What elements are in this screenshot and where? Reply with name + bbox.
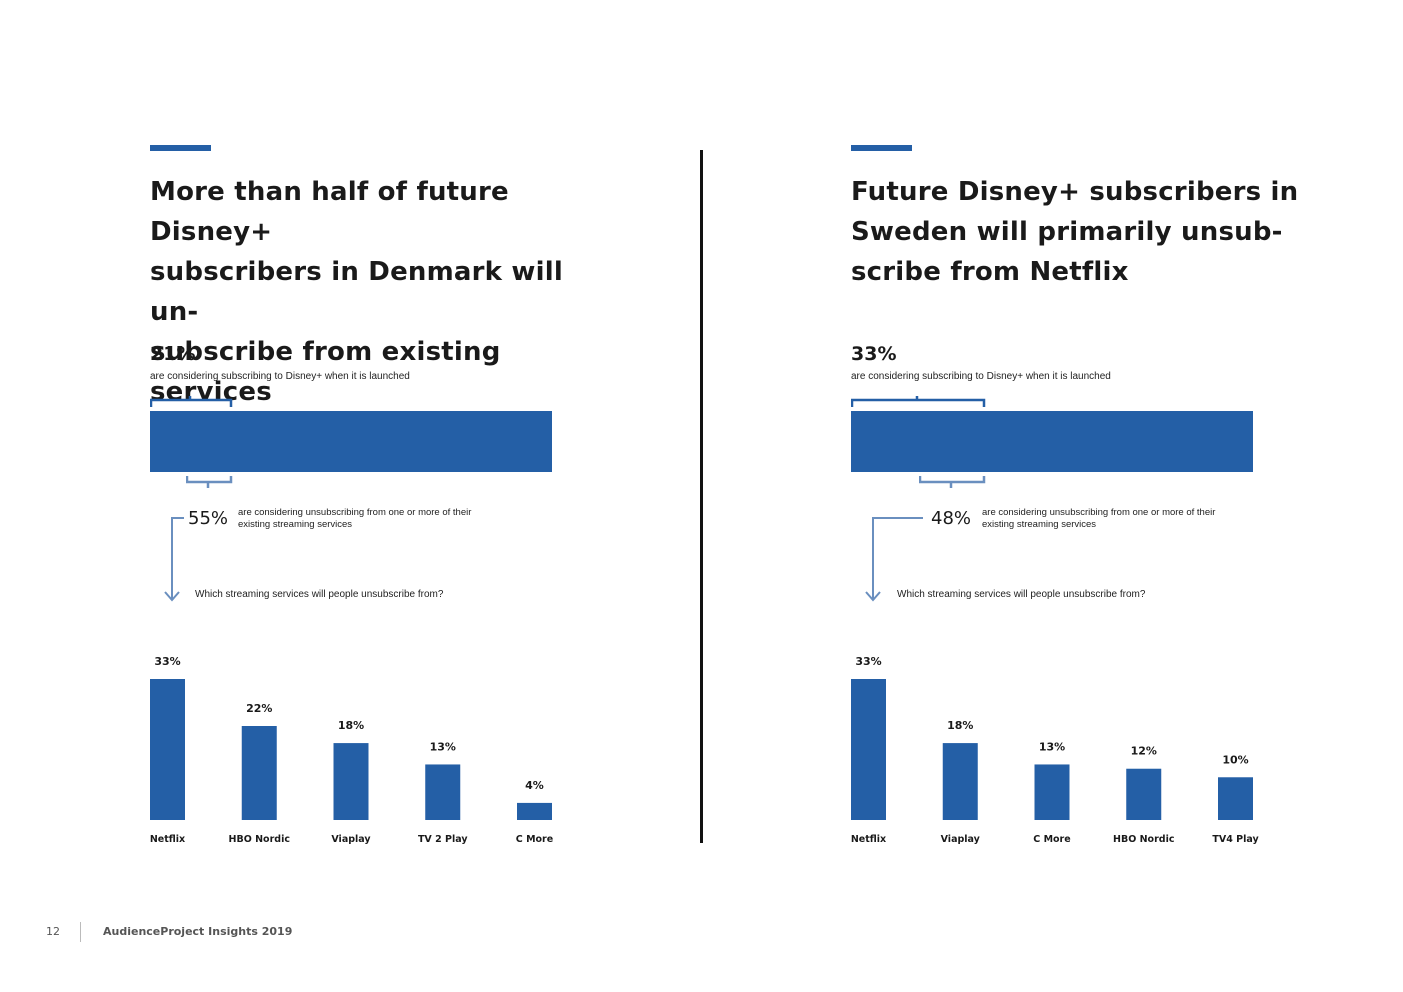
headline-line: subscribe from existing services [150,337,501,407]
category-label: Netflix [851,834,886,845]
unsubscribe-text: are considering unsubscribing from one o… [982,507,1216,530]
respondents-bar [150,411,552,472]
considering-bracket [150,396,233,407]
bar-value-label: 10% [1222,753,1248,766]
headline-line: scribe from Netflix [851,257,1129,287]
bar-value-label: 33% [855,655,881,668]
unsubscribe-percent: 55% [188,508,229,529]
headline-line: Future Disney+ subscribers in [851,177,1299,207]
category-label: C More [1033,834,1070,845]
category-label: Netflix [150,834,185,845]
bar-viaplay [942,743,978,820]
bar-tv4-play [1218,777,1253,820]
bar-value-label: 12% [1131,745,1157,758]
panel-headline: More than half of future Disney+ subscri… [150,172,610,412]
flow-arrow-icon [865,517,923,602]
accent-bar [150,145,211,151]
panel-divider [700,150,703,843]
considering-percent: 21% [150,343,196,365]
unsubscribe-percent: 48% [931,508,972,529]
bar-netflix [851,679,886,820]
unsubscribe-text: are considering unsubscribing from one o… [238,507,472,530]
page-number: 12 [46,925,60,938]
bar-chart-sweden: 33% Netflix 18% Viaplay 13% C More 12% HBO Nord… [851,655,1259,845]
panel-headline: Future Disney+ subscribers in Sweden wil… [851,172,1311,292]
headline-line: subscribers in Denmark will un- [150,257,563,327]
bar-c-more [1034,764,1070,820]
panel-sweden: Future Disney+ subscribers in Sweden wil… [851,0,1403,900]
bar-hbo-nordic [1126,768,1162,820]
bar-value-label: 18% [338,719,364,732]
bar-tv-2-play [425,764,461,820]
panel-denmark: More than half of future Disney+ subscri… [150,0,710,900]
chart-question: Which streaming services will people uns… [897,589,1146,600]
bar-value-label: 13% [1039,740,1065,753]
footer-label: AudienceProject Insights 2019 [103,925,293,938]
bar-value-label: 22% [246,702,272,715]
bar-c-more [517,802,552,820]
considering-percent: 33% [851,343,897,365]
chart-question: Which streaming services will people uns… [195,589,444,600]
respondents-bar [851,411,1253,472]
bar-netflix [150,679,185,820]
bar-viaplay [333,743,369,820]
considering-bracket [851,396,986,407]
unsubscribe-bracket [919,476,986,488]
category-label: Viaplay [941,834,981,845]
category-label: Viaplay [331,834,371,845]
unsubscribe-bracket [186,476,233,488]
category-label: HBO Nordic [229,834,290,845]
considering-text: are considering subscribing to Disney+ w… [150,371,410,382]
category-label: TV 2 Play [418,834,468,845]
category-label: HBO Nordic [1113,834,1174,845]
accent-bar [851,145,912,151]
headline-line: Sweden will primarily unsub- [851,217,1283,247]
bar-chart-denmark: 33% Netflix 22% HBO Nordic 18% Viaplay 13% TV 2… [150,655,553,845]
bar-value-label: 13% [430,740,456,753]
category-label: TV4 Play [1212,834,1259,845]
headline-line: More than half of future Disney+ [150,177,509,247]
bar-value-label: 18% [947,719,973,732]
category-label: C More [516,834,553,845]
bar-value-label: 4% [525,779,544,792]
bar-hbo-nordic [241,726,277,820]
bar-value-label: 33% [154,655,180,668]
footer-divider [80,922,81,942]
flow-arrow-icon [164,517,184,602]
considering-text: are considering subscribing to Disney+ w… [851,371,1111,382]
